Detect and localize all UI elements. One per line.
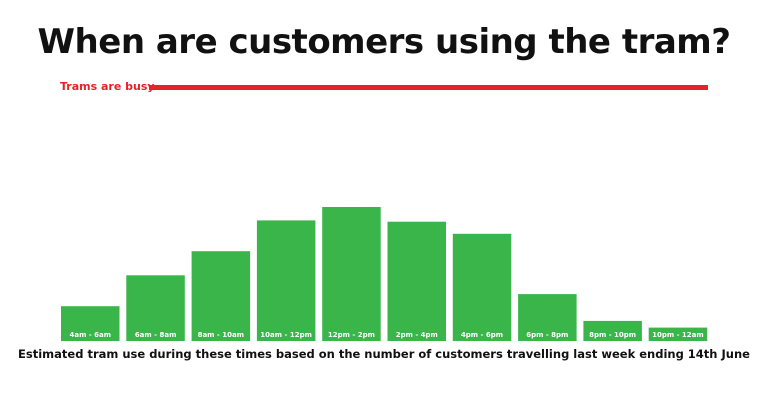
bar-5 <box>387 221 446 341</box>
bar-3 <box>256 220 316 341</box>
bar-6 <box>452 233 512 341</box>
bar-label-1: 6am - 8am <box>135 331 177 339</box>
tram-usage-bar-chart: 4am - 6am 6am - 8am 8am - 10am 10am - 12pm 1… <box>61 207 708 341</box>
bar-label-5: 2pm - 4pm <box>396 331 438 339</box>
bar-8 <box>583 320 642 341</box>
chart-title: When are customers using the tram? <box>37 22 731 62</box>
busy-label: Trams are busy <box>60 80 155 93</box>
bar-label-9: 10pm - 12am <box>652 331 704 339</box>
bar-label-7: 6pm - 8pm <box>526 331 568 339</box>
bar-2 <box>191 251 251 341</box>
bar-label-2: 8am - 10am <box>198 331 244 339</box>
bar-0 <box>61 306 120 341</box>
bar-7 <box>518 294 577 341</box>
bar-label-6: 4pm - 6pm <box>461 331 503 339</box>
bar-9 <box>648 327 708 341</box>
bar-4 <box>322 207 381 341</box>
busy-indicator: Trams are busy <box>60 78 710 98</box>
chart-caption: Estimated tram use during these times ba… <box>18 347 750 361</box>
bar-label-0: 4am - 6am <box>70 331 112 339</box>
bar-label-3: 10am - 12pm <box>260 331 312 339</box>
busy-threshold-line <box>149 85 708 90</box>
bar-label-4: 12pm - 2pm <box>328 331 375 339</box>
bar-label-8: 8pm - 10pm <box>589 331 636 339</box>
bar-1 <box>126 275 185 341</box>
